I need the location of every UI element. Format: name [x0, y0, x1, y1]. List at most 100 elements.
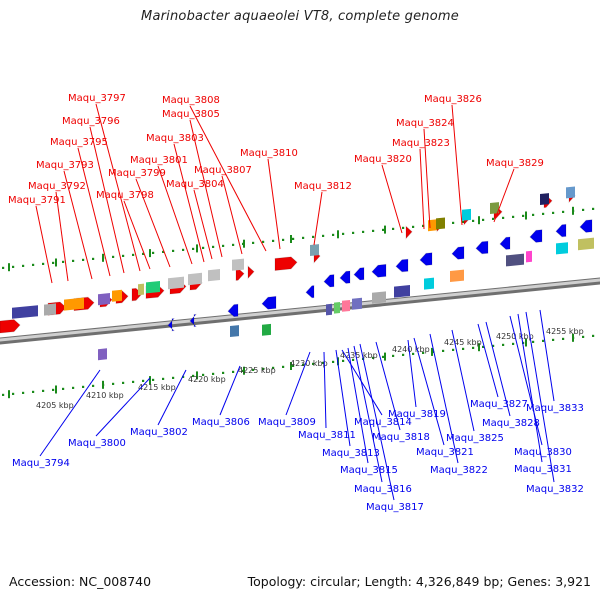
gene-label-forward: Maqu_3810	[240, 148, 298, 159]
gene-label-forward: Maqu_3823	[392, 138, 450, 149]
reverse-gene	[395, 258, 409, 273]
feature-box	[526, 250, 532, 263]
gene-label-forward: Maqu_3801	[130, 155, 188, 166]
marker-box	[490, 202, 499, 214]
marker-box	[262, 323, 271, 336]
gene-label-forward: Maqu_3799	[108, 168, 166, 179]
kbp-tick-label: 4225 kbp	[238, 366, 276, 375]
reverse-gene	[419, 252, 433, 266]
callout-line	[189, 119, 223, 258]
callout-line	[123, 200, 151, 270]
feature-box	[138, 283, 144, 296]
reverse-gene	[189, 313, 198, 328]
reverse-gene	[579, 219, 593, 233]
forward-gene	[405, 225, 413, 240]
gene-label-reverse: Maqu_3815	[340, 465, 398, 476]
feature-box	[450, 269, 464, 282]
callout-line	[477, 323, 499, 398]
gene-label-reverse: Maqu_3830	[514, 447, 572, 458]
feature-box	[578, 237, 594, 251]
kbp-tick-label: 4235 kbp	[340, 351, 378, 360]
feature-box	[64, 297, 84, 311]
gene-label-forward: Maqu_3803	[146, 133, 204, 144]
gene-label-reverse: Maqu_3813	[322, 448, 380, 459]
genome-title: Marinobacter aquaeolei VT8, complete gen…	[141, 9, 459, 24]
feature-box	[342, 300, 350, 312]
callout-line	[189, 105, 267, 252]
marker-box	[428, 219, 437, 232]
callout-line	[429, 333, 459, 464]
reverse-gene-labels: Maqu_3794 Maqu_3800 Maqu_3802 Maqu_3806 Maqu…	[12, 309, 584, 513]
kbp-tick-label: 4205 kbp	[36, 401, 74, 410]
gene-label-forward: Maqu_3793	[36, 160, 94, 171]
reverse-gene	[261, 295, 277, 310]
forward-gene	[274, 256, 298, 272]
lower-tick-track	[2, 333, 595, 399]
callout-line	[451, 104, 463, 226]
callout-line	[493, 168, 515, 223]
feature-box	[146, 281, 160, 294]
gene-label-reverse: Maqu_3811	[298, 430, 356, 441]
forward-gene-labels: Maqu_3791 Maqu_3792 Maqu_3793 Maqu_3795 Maqu…	[8, 93, 544, 284]
callout-line	[35, 205, 53, 284]
reverse-gene	[167, 317, 176, 332]
gene-label-reverse: Maqu_3821	[416, 447, 474, 458]
callout-line	[95, 377, 151, 437]
callout-line	[193, 189, 213, 260]
callout-line	[451, 329, 475, 432]
gene-label-forward: Maqu_3797	[68, 93, 126, 104]
gene-label-forward: Maqu_3807	[194, 165, 252, 176]
gene-label-reverse: Maqu_3814	[354, 417, 412, 428]
callout-line	[423, 128, 431, 229]
feature-box	[556, 242, 568, 255]
gene-label-reverse: Maqu_3800	[68, 438, 126, 449]
marker-box	[462, 208, 471, 221]
callout-line	[413, 337, 445, 446]
callout-line	[135, 178, 171, 268]
marker-box	[98, 348, 107, 361]
gene-features	[0, 186, 594, 361]
callout-line	[89, 126, 125, 274]
callout-line	[335, 349, 351, 447]
callout-line	[323, 351, 327, 429]
callout-line	[517, 313, 543, 463]
callout-line	[313, 191, 323, 246]
callout-line	[353, 345, 383, 483]
gene-label-forward: Maqu_3826	[424, 94, 482, 105]
gene-label-reverse: Maqu_3833	[526, 403, 584, 414]
callout-line	[285, 351, 311, 416]
feature-box	[12, 305, 38, 319]
accession-text: Accession: NC_008740	[9, 574, 152, 589]
feature-box	[208, 269, 220, 282]
feature-box	[188, 272, 202, 286]
gene-label-reverse: Maqu_3802	[130, 427, 188, 438]
feature-box	[168, 276, 184, 290]
reverse-gene	[475, 240, 489, 255]
callout-line	[157, 165, 193, 265]
callout-line	[375, 341, 401, 431]
gene-label-forward: Maqu_3791	[8, 195, 66, 206]
feature-box	[334, 302, 340, 314]
feature-box	[98, 293, 110, 306]
feature-box	[352, 297, 362, 310]
gene-label-reverse: Maqu_3819	[388, 409, 446, 420]
callout-line	[219, 365, 241, 416]
reverse-gene	[451, 246, 465, 260]
gene-label-reverse: Maqu_3816	[354, 484, 412, 495]
upper-tick-track	[2, 206, 595, 272]
feature-box	[424, 277, 434, 290]
gene-label-reverse: Maqu_3806	[192, 417, 250, 428]
kbp-tick-label: 4220 kbp	[188, 375, 226, 384]
gene-label-reverse: Maqu_3809	[258, 417, 316, 428]
reverse-gene	[371, 263, 387, 278]
gene-label-forward: Maqu_3796	[62, 116, 120, 127]
callout-line	[267, 158, 281, 250]
gene-label-reverse: Maqu_3832	[526, 484, 584, 495]
feature-box	[394, 285, 410, 298]
marker-box	[436, 217, 445, 230]
callout-line	[221, 175, 243, 255]
callout-line	[39, 369, 101, 457]
callout-line	[485, 321, 511, 417]
callout-line	[381, 164, 403, 234]
